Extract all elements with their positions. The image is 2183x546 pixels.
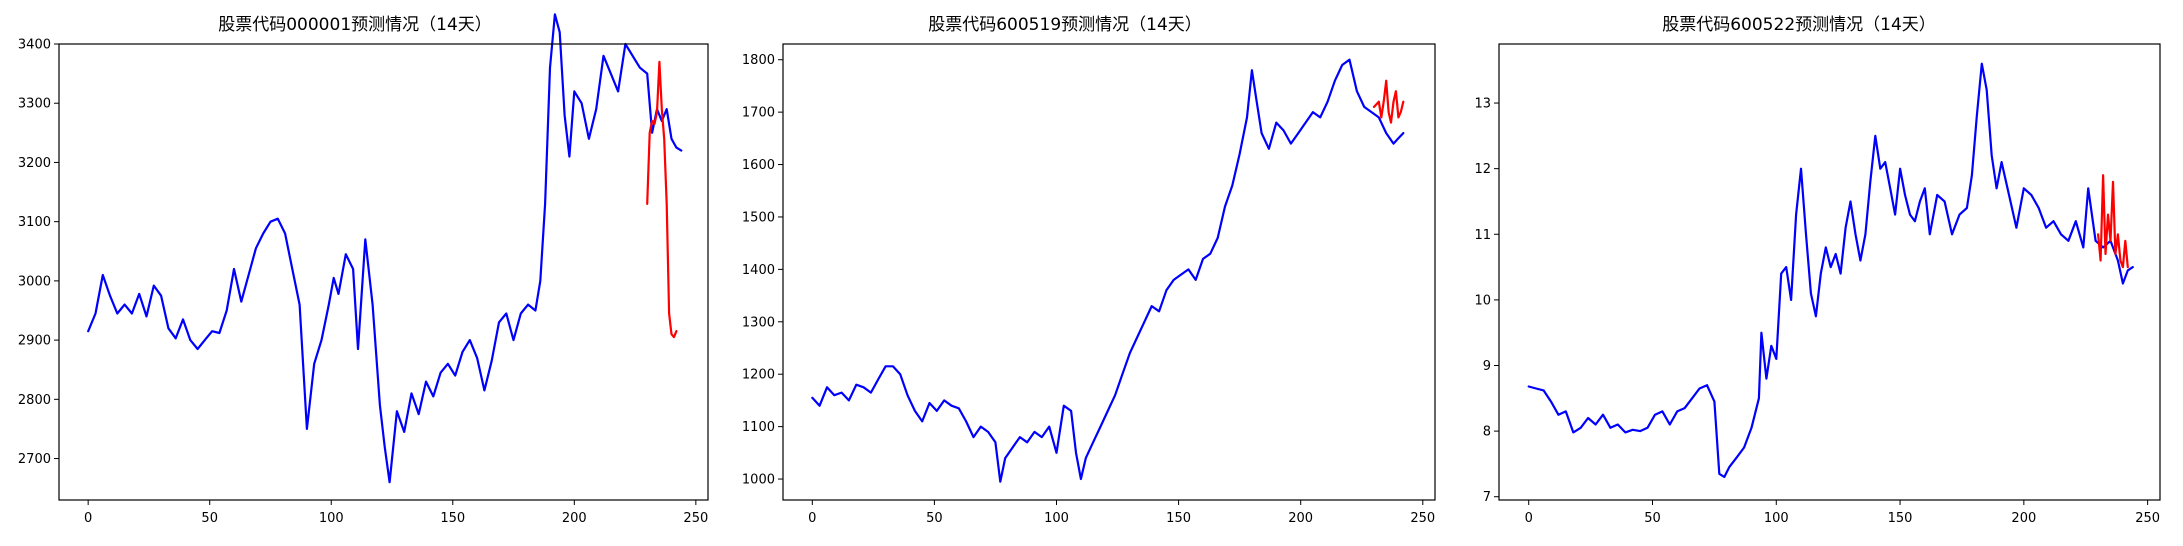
x-tick-label: 100: [319, 511, 344, 526]
y-tick-label: 1000: [742, 473, 775, 488]
x-tick-label: 0: [84, 511, 92, 526]
y-tick-label: 1800: [742, 53, 775, 68]
y-tick-label: 1300: [742, 315, 775, 330]
y-tick-label: 13: [1474, 97, 1491, 112]
y-tick-label: 12: [1474, 162, 1491, 177]
plot-area-1: 0 50 100 150 200 250 2700 2800 2900 3000 3100 3200 3…: [18, 13, 708, 526]
series-line-2: [646, 60, 678, 339]
x-tick-label: 200: [1288, 511, 1313, 526]
y-tick-label: 3000: [18, 274, 51, 289]
plot-area-3: 0 50 100 150 200 250 7 8 9 10 11 12 13: [1474, 62, 2160, 526]
x-tick-label: 200: [562, 511, 587, 526]
x-tick-label: 250: [2135, 511, 2160, 526]
chart-title-1: 股票代码000001预测情况（14天）: [218, 15, 492, 35]
y-tick-label: 9: [1483, 359, 1491, 374]
chart-title-3: 股票代码600522预测情况（14天）: [1662, 15, 1936, 35]
chart-panel-3: 股票代码600522预测情况（14天） 0 50 100 150 200 250 7 8 9 10…: [1474, 15, 2161, 526]
y-tick-label: 1400: [742, 263, 775, 278]
series-line-1: [811, 58, 1405, 483]
x-tick-label: 150: [440, 511, 465, 526]
y-tick-label: 3200: [18, 156, 51, 171]
x-tick-label: 50: [201, 511, 218, 526]
y-tick-label: 2800: [18, 393, 51, 408]
x-tick-label: 100: [1764, 511, 1789, 526]
y-tick-label: 1700: [742, 106, 775, 121]
x-tick-label: 100: [1044, 511, 1069, 526]
chart-title-2: 股票代码600519预测情况（14天）: [928, 15, 1202, 35]
series-line-1: [87, 13, 683, 484]
y-tick-label: 3400: [18, 38, 51, 53]
x-tick-label: 150: [1888, 511, 1913, 526]
y-tick-label: 1500: [742, 210, 775, 225]
y-tick-label: 11: [1474, 228, 1491, 243]
chart-panel-2: 股票代码600519预测情况（14天） 0 50 100 150 200 250 1000 1…: [742, 15, 1436, 526]
axes-frame-2: [782, 43, 1436, 501]
x-tick-label: 250: [683, 511, 708, 526]
axes-frame-1: [58, 43, 709, 501]
y-tick-label: 3100: [18, 215, 51, 230]
y-tick-label: 7: [1483, 490, 1491, 505]
x-tick-label: 50: [1644, 511, 1661, 526]
chart-panel-1: 股票代码000001预测情况（14天） 0 50 100 150 200 250 2700 2…: [18, 13, 709, 526]
x-tick-label: 250: [1410, 511, 1435, 526]
y-tick-label: 3300: [18, 97, 51, 112]
axes-frame-3: [1498, 43, 2161, 501]
series-line-2: [2097, 174, 2129, 269]
y-tick-label: 1600: [742, 158, 775, 173]
x-tick-label: 150: [1166, 511, 1191, 526]
x-tick-label: 200: [2011, 511, 2036, 526]
y-tick-label: 8: [1483, 425, 1491, 440]
y-tick-label: 2900: [18, 334, 51, 349]
x-tick-label: 50: [926, 511, 943, 526]
x-tick-label: 0: [1525, 511, 1533, 526]
x-tick-label: 0: [808, 511, 816, 526]
y-tick-label: 10: [1474, 293, 1491, 308]
y-tick-label: 1200: [742, 368, 775, 383]
series-line-1: [1527, 62, 2134, 479]
plot-area-2: 0 50 100 150 200 250 1000 1100 1200 1300 1400 1500 1…: [742, 53, 1435, 526]
series-line-2: [1372, 79, 1405, 124]
y-tick-label: 2700: [18, 452, 51, 467]
y-tick-label: 1100: [742, 420, 775, 435]
